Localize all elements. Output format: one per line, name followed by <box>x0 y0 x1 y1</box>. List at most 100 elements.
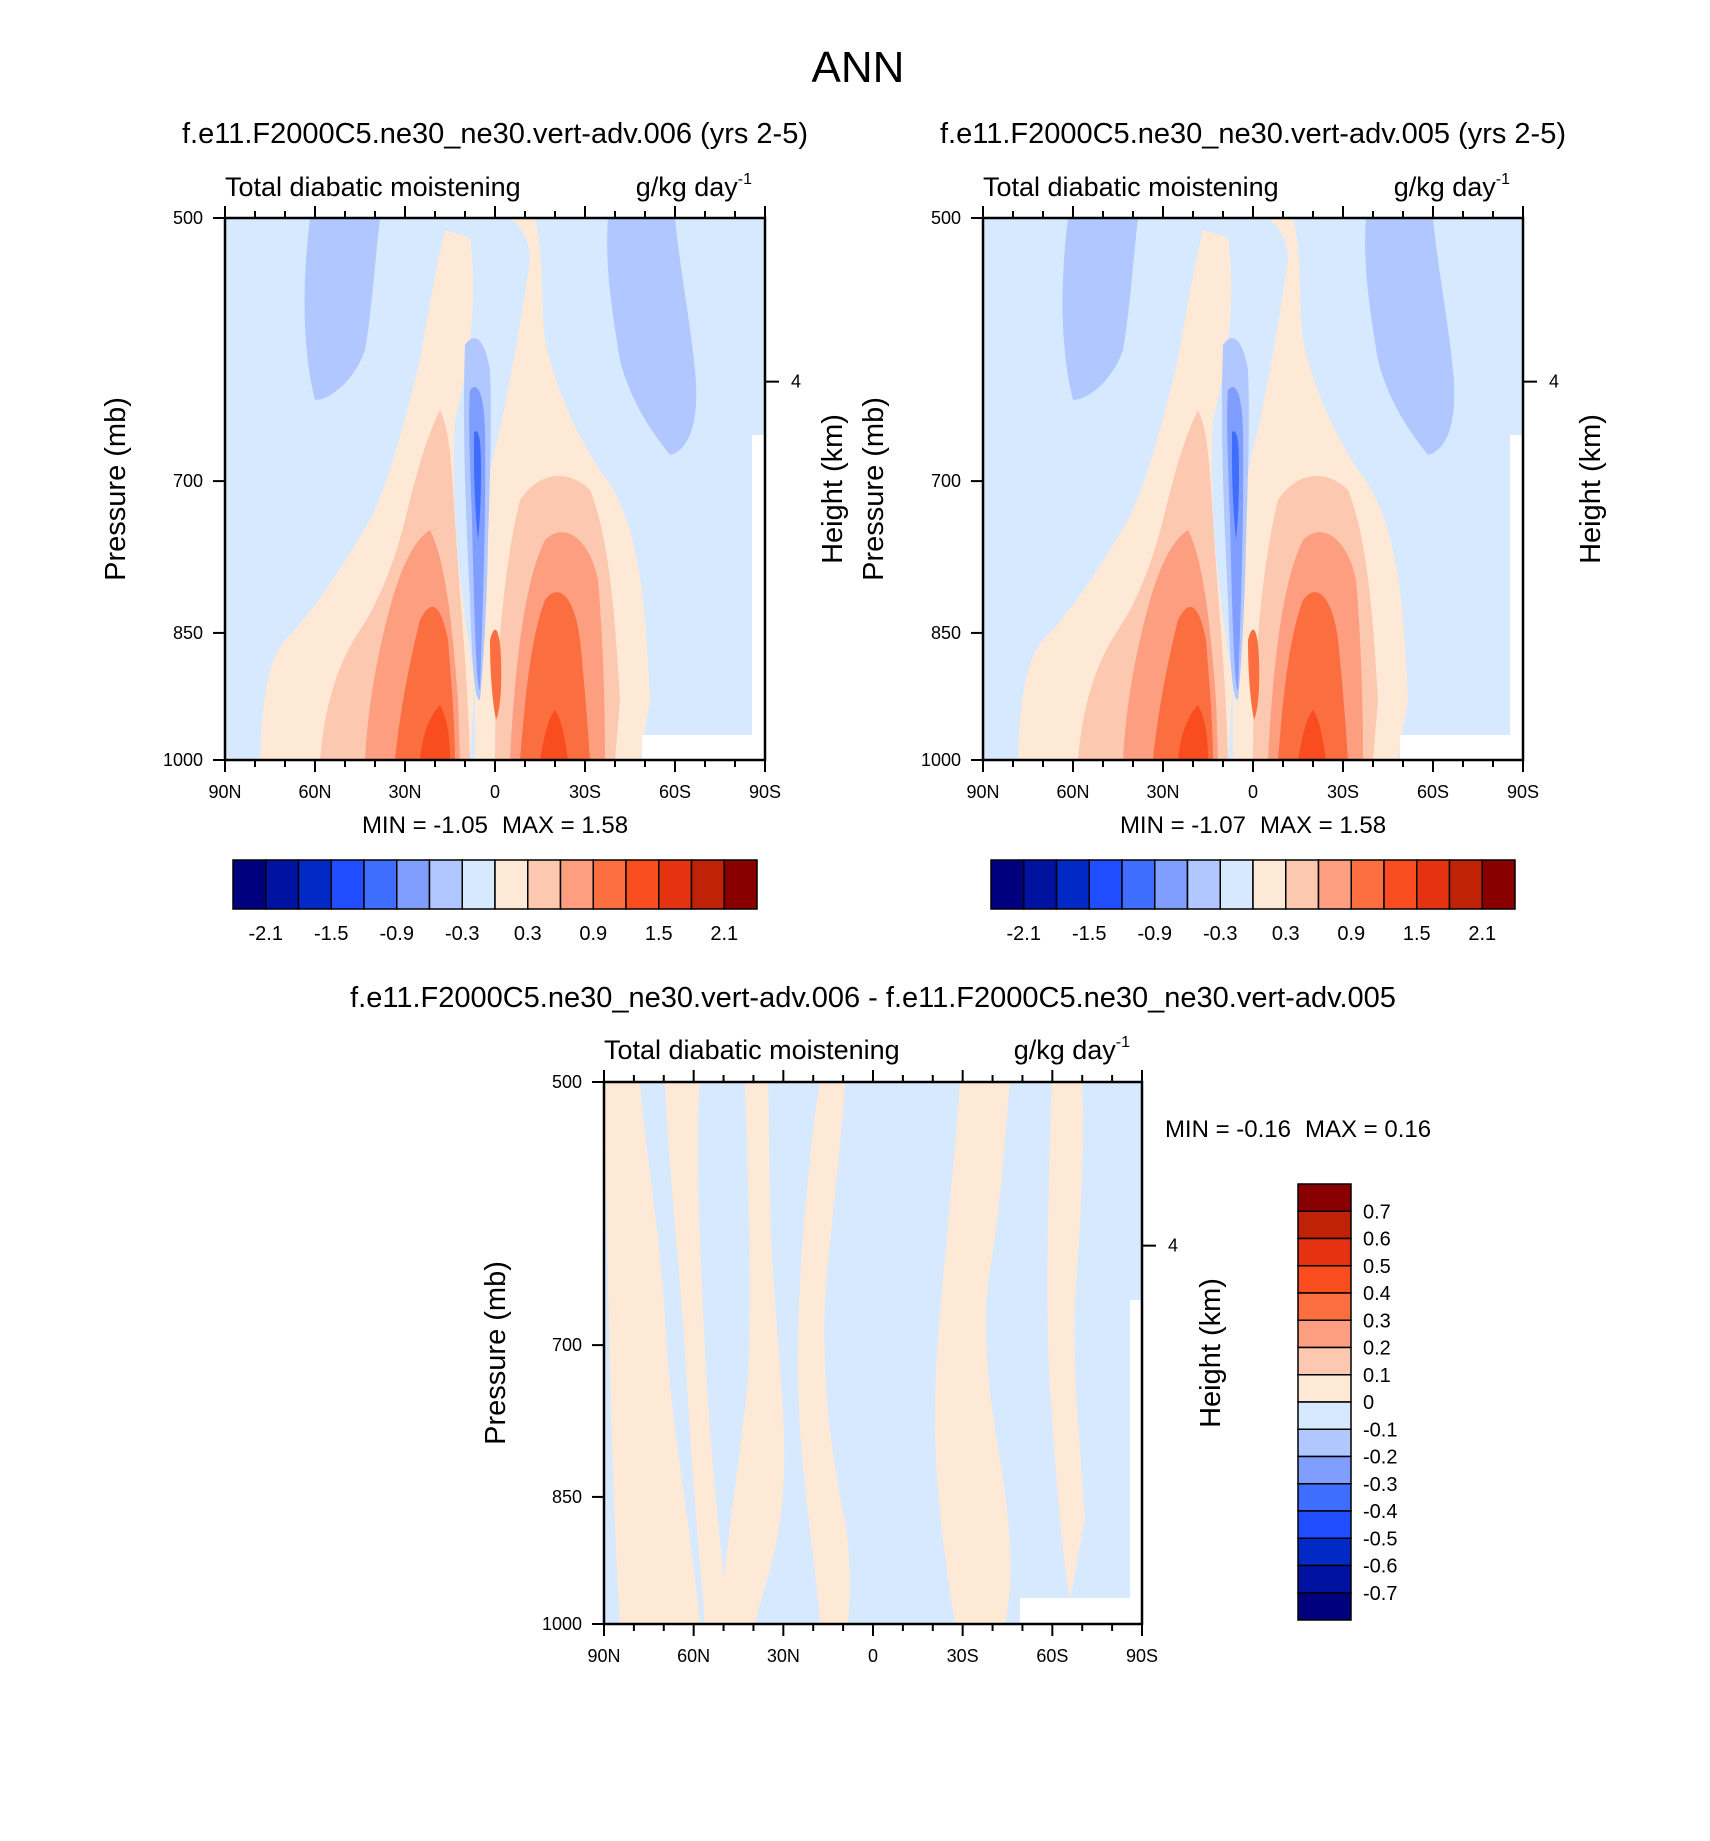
neg-lobe-nh <box>1062 218 1138 400</box>
positive-band-3 <box>720 1082 785 1624</box>
units-label: g/kg day-1 <box>1014 1034 1130 1065</box>
x-tick-label: 30S <box>947 1646 979 1666</box>
panel-title: f.e11.F2000C5.ne30_ne30.vert-adv.006 (yr… <box>182 118 808 150</box>
x-tick-label: 30S <box>1327 782 1359 802</box>
colorbar-swatch <box>1297 1592 1352 1621</box>
x-tick-label: 60S <box>659 782 691 802</box>
x-tick-label: 90S <box>1126 1646 1158 1666</box>
y-axis-label: Pressure (mb) <box>480 1261 512 1445</box>
x-tick-label: 30N <box>767 1646 800 1666</box>
colorbar-label: -0.7 <box>1363 1583 1397 1605</box>
colorbar-swatch <box>990 859 1025 910</box>
panel-left: f.e11.F2000C5.ne30_ne30.vert-adv.006 (yr… <box>100 118 849 945</box>
figure-title: ANN <box>812 43 905 92</box>
axis-ticks: 90N 60N 30N 0 30S 60S 90S 500 700 850 1000 4 <box>921 206 1559 802</box>
variable-name: Total diabatic moistening <box>983 172 1279 202</box>
colorbar-label: -0.2 <box>1363 1447 1397 1469</box>
colorbar-swatch <box>1350 859 1385 910</box>
min-max-readout: MIN = -1.07 MAX = 1.58 <box>1120 812 1386 839</box>
colorbar-swatch <box>1297 1265 1352 1294</box>
y-tick-label: 1000 <box>542 1614 582 1634</box>
units-label: g/kg day-1 <box>1394 171 1510 202</box>
colorbar-label: 0.4 <box>1363 1283 1391 1305</box>
positive-band-5 <box>935 1082 1011 1624</box>
min-max-readout: MIN = -0.16 MAX = 0.16 <box>1165 1116 1431 1143</box>
min-max-readout: MIN = -1.05 MAX = 1.58 <box>362 812 628 839</box>
colorbar-swatch <box>1297 1374 1352 1403</box>
x-tick-label: 30S <box>569 782 601 802</box>
y-tick-label: 500 <box>552 1072 582 1092</box>
neg-jet-core <box>1232 431 1239 540</box>
x-tick-label: 0 <box>490 782 500 802</box>
panel-title: f.e11.F2000C5.ne30_ne30.vert-adv.006 - f… <box>350 982 1396 1014</box>
colorbar-label: 0.3 <box>1272 923 1300 945</box>
colorbar-swatch <box>1297 1292 1352 1321</box>
equatorial-max <box>490 629 502 720</box>
pos-level3-sh <box>1278 592 1348 760</box>
pos-level4-nh <box>1178 705 1208 760</box>
colorbar: -2.1 -1.5 -0.9 -0.3 0.3 0.9 1.5 2.1 <box>990 859 1516 945</box>
colorbar-label: 0.1 <box>1363 1365 1391 1387</box>
equatorial-max <box>1248 629 1260 720</box>
colorbar-swatch <box>559 859 594 910</box>
neg-jet-mid <box>469 386 486 690</box>
colorbar-swatch <box>658 859 693 910</box>
colorbar-label: -0.3 <box>445 923 479 945</box>
contour-field <box>225 218 765 760</box>
neg-lobe-nh <box>304 218 380 400</box>
colorbar-swatch <box>1481 859 1516 910</box>
colorbar-label: -2.1 <box>1007 923 1041 945</box>
y-right-tick-label: 4 <box>1168 1236 1178 1256</box>
y-tick-label: 850 <box>173 623 203 643</box>
x-tick-label: 90S <box>1507 782 1539 802</box>
colorbar-label: -1.5 <box>314 923 348 945</box>
colorbar-swatch <box>494 859 529 910</box>
missing-region <box>1400 735 1523 760</box>
panel-title: f.e11.F2000C5.ne30_ne30.vert-adv.005 (yr… <box>940 118 1566 150</box>
y-axis-right-label: Height (km) <box>1195 1278 1227 1428</box>
colorbar-swatch <box>527 859 562 910</box>
colorbar-label: -0.6 <box>1363 1556 1397 1578</box>
colorbar-swatch <box>1317 859 1352 910</box>
x-tick-label: 30N <box>1146 782 1179 802</box>
colorbar-swatch <box>1219 859 1254 910</box>
x-tick-label: 90N <box>587 1646 620 1666</box>
pos-level4-nh <box>420 705 450 760</box>
y-tick-label: 1000 <box>163 750 203 770</box>
missing-strip <box>1130 1300 1142 1598</box>
colorbar-label: -1.5 <box>1072 923 1106 945</box>
x-tick-label: 90N <box>208 782 241 802</box>
panel-difference: f.e11.F2000C5.ne30_ne30.vert-adv.006 - f… <box>350 982 1431 1666</box>
x-tick-label: 60N <box>1056 782 1089 802</box>
colorbar-swatch <box>723 859 758 910</box>
colorbar-swatch <box>1383 859 1418 910</box>
colorbar-swatch <box>1448 859 1483 910</box>
colorbar-label: -0.1 <box>1363 1419 1397 1441</box>
colorbar-label: 0 <box>1363 1392 1374 1414</box>
colorbar-swatch <box>363 859 398 910</box>
colorbar-label: -0.5 <box>1363 1528 1397 1550</box>
colorbar-swatch <box>1297 1183 1352 1212</box>
colorbar-label: 2.1 <box>1468 923 1496 945</box>
colorbar-swatch <box>1297 1319 1352 1349</box>
neg-jet-mid <box>1227 386 1244 690</box>
panel-right: f.e11.F2000C5.ne30_ne30.vert-adv.005 (yr… <box>858 118 1607 945</box>
contour-field <box>983 218 1523 760</box>
colorbar-swatch <box>1088 859 1123 910</box>
variable-name: Total diabatic moistening <box>604 1035 900 1065</box>
contour-field <box>604 1082 1142 1624</box>
x-tick-label: 30N <box>388 782 421 802</box>
colorbar-swatch <box>1297 1510 1352 1539</box>
colorbar-swatch <box>1121 859 1156 910</box>
colorbar-label: -0.3 <box>1203 923 1237 945</box>
colorbar: 0.7 0.6 0.5 0.4 0.3 0.2 0.1 0 -0.1 -0.2 -0.3 -0.4 -0… <box>1297 1183 1397 1621</box>
y-right-tick-label: 4 <box>1549 372 1559 392</box>
missing-strip <box>752 435 765 735</box>
pos-level3-sh <box>520 592 590 760</box>
x-tick-label: 60N <box>677 1646 710 1666</box>
colorbar-label: 1.5 <box>1403 923 1431 945</box>
colorbar-swatch <box>690 859 725 910</box>
colorbar-label: -0.9 <box>380 923 414 945</box>
colorbar-swatch <box>1297 1537 1352 1567</box>
